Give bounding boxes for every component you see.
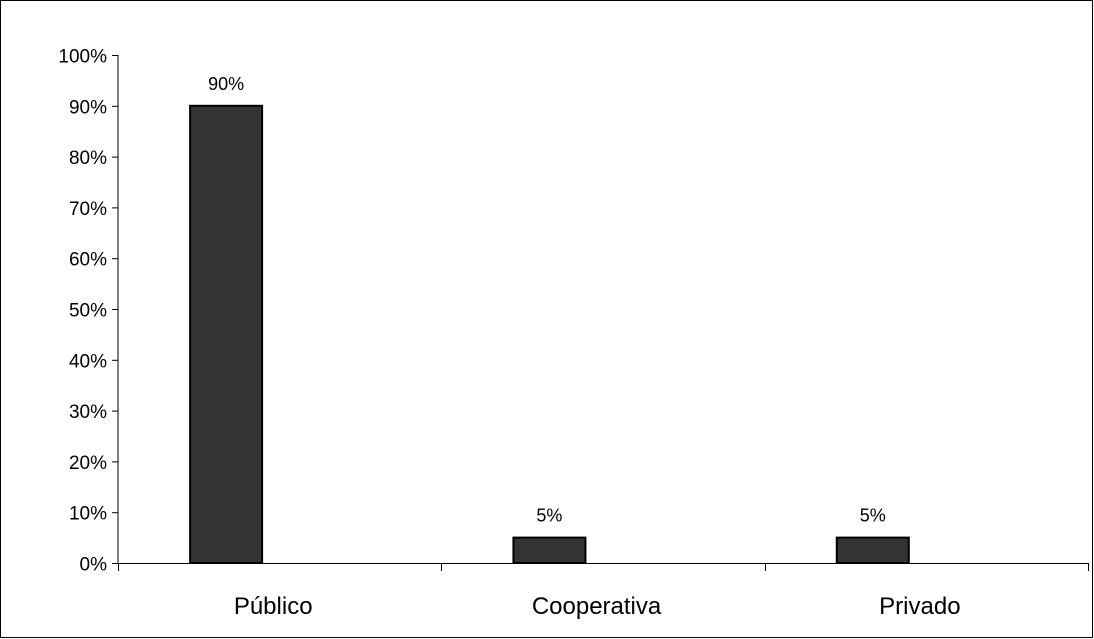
bars xyxy=(189,104,910,565)
bar-público xyxy=(189,104,264,565)
y-tick-label: 20% xyxy=(69,453,107,474)
data-label: 90% xyxy=(208,74,244,94)
data-label: 5% xyxy=(860,506,886,526)
y-tick-label: 100% xyxy=(58,47,107,68)
category-label: Cooperativa xyxy=(532,593,662,620)
data-label: 5% xyxy=(536,506,562,526)
data-labels: 90% 5% 5% xyxy=(208,74,886,526)
y-tick-label: 30% xyxy=(69,402,107,423)
y-tick-label: 40% xyxy=(69,351,107,372)
y-tick-label: 50% xyxy=(69,301,107,322)
bar-privado xyxy=(835,536,910,564)
x-axis: Público Cooperativa Privado xyxy=(118,563,1089,620)
y-tick-label: 70% xyxy=(69,199,107,220)
bar-cooperativa xyxy=(512,536,587,564)
y-axis: 0% 10% 20% 30% 40% 50% 60% 70% 80% 90% 100% xyxy=(58,47,119,576)
y-tick-label: 0% xyxy=(80,555,108,576)
y-tick-label: 10% xyxy=(69,504,107,525)
y-tick-label: 80% xyxy=(69,148,107,169)
y-tick-label: 90% xyxy=(69,97,107,118)
y-tick-label: 60% xyxy=(69,250,107,271)
category-label: Privado xyxy=(879,593,960,620)
category-label: Público xyxy=(234,593,313,620)
